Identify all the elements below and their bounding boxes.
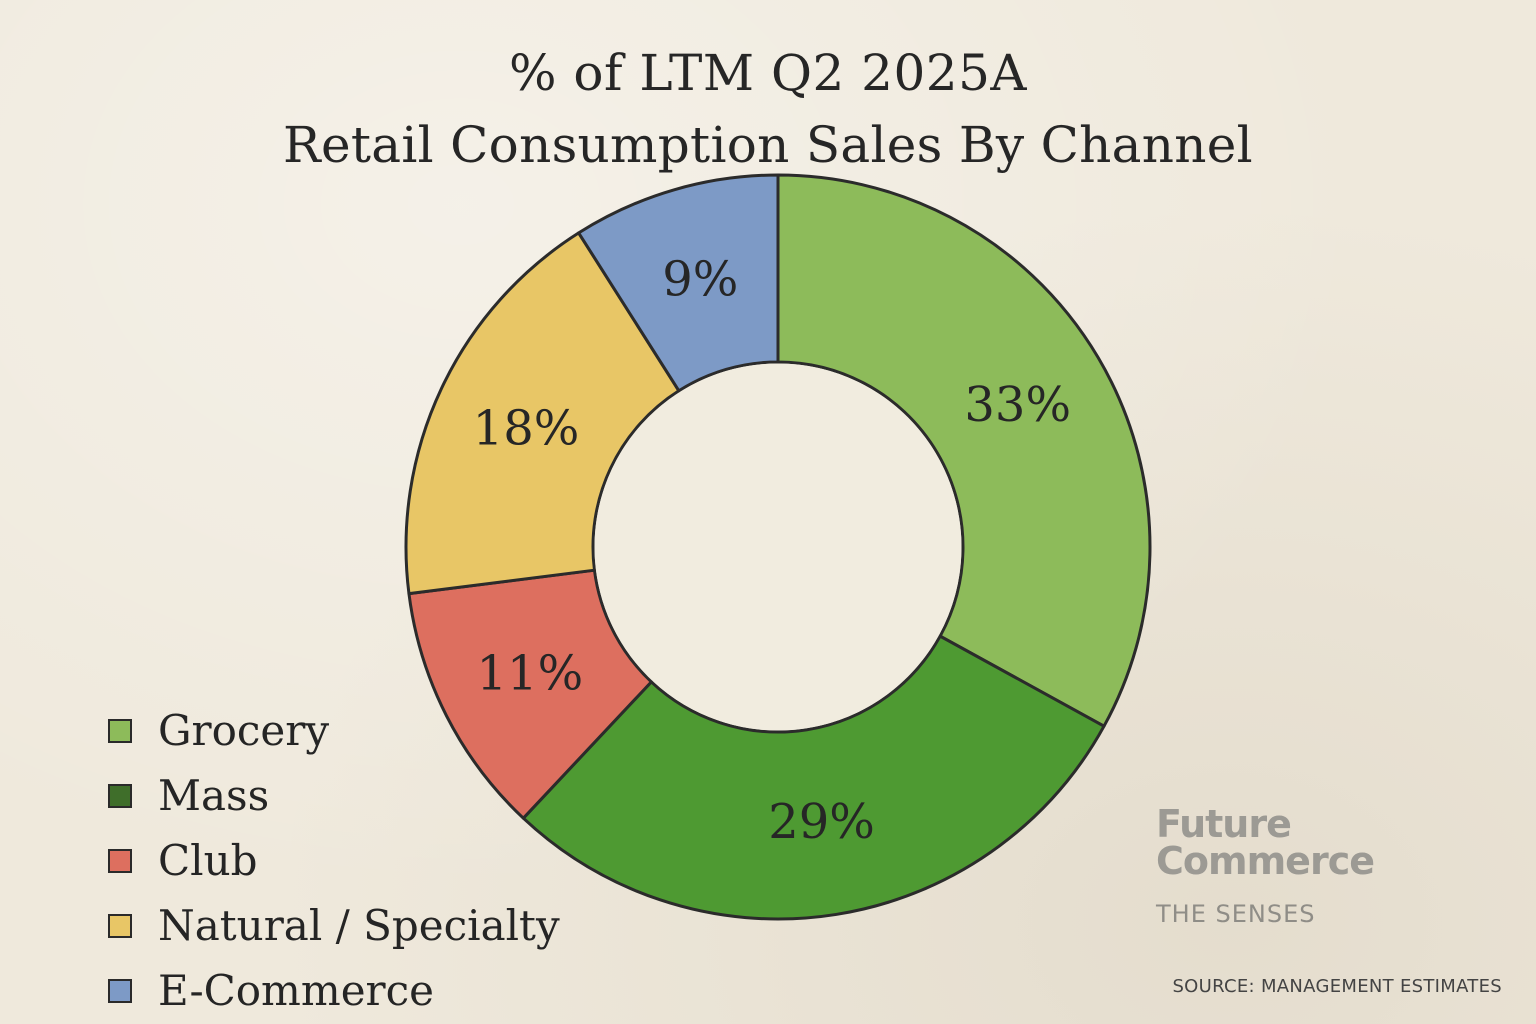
legend-item-club: Club — [108, 828, 560, 893]
legend-label-grocery: Grocery — [158, 705, 330, 755]
legend-label-natural-specialty: Natural / Specialty — [158, 900, 560, 950]
legend-swatch-grocery — [108, 718, 132, 743]
legend-item-grocery: Grocery — [108, 698, 560, 763]
slice-label-club: 11% — [477, 645, 584, 701]
slice-e-commerce — [577, 173, 780, 393]
slice-mass — [521, 634, 1106, 921]
slice-label-grocery: 33% — [964, 377, 1071, 433]
legend-swatch-natural-specialty — [108, 913, 132, 938]
slice-grocery — [776, 173, 1152, 728]
legend-swatch-club — [108, 848, 132, 873]
brand-tagline: THE SENSES — [1156, 900, 1316, 928]
legend-item-natural-specialty: Natural / Specialty — [108, 893, 560, 958]
slice-label-natural-specialty: 18% — [473, 400, 580, 456]
slice-label-mass: 29% — [768, 794, 875, 850]
legend-label-e-commerce: E-Commerce — [158, 965, 435, 1015]
slice-natural-specialty — [404, 231, 681, 596]
source-note: SOURCE: MANAGEMENT ESTIMATES — [1172, 976, 1502, 997]
chart-subtitle: Retail Consumption Sales By Channel — [283, 116, 1253, 174]
brand-name-line-2: Commerce — [1156, 839, 1375, 883]
legend-swatch-e-commerce — [108, 978, 132, 1003]
legend: Grocery Mass Club Natural / Specialty E-… — [108, 698, 560, 1023]
legend-swatch-mass — [108, 783, 132, 808]
brand-logo: Future Commerce THE SENSES — [1156, 802, 1375, 928]
legend-label-mass: Mass — [158, 770, 270, 820]
legend-label-club: Club — [158, 835, 258, 885]
legend-item-mass: Mass — [108, 763, 560, 828]
legend-item-e-commerce: E-Commerce — [108, 958, 560, 1023]
chart-title: % of LTM Q2 2025A — [508, 44, 1028, 102]
brand-name-line-1: Future — [1156, 802, 1292, 846]
slice-label-e-commerce: 9% — [662, 252, 738, 308]
donut-hole — [594, 363, 962, 731]
